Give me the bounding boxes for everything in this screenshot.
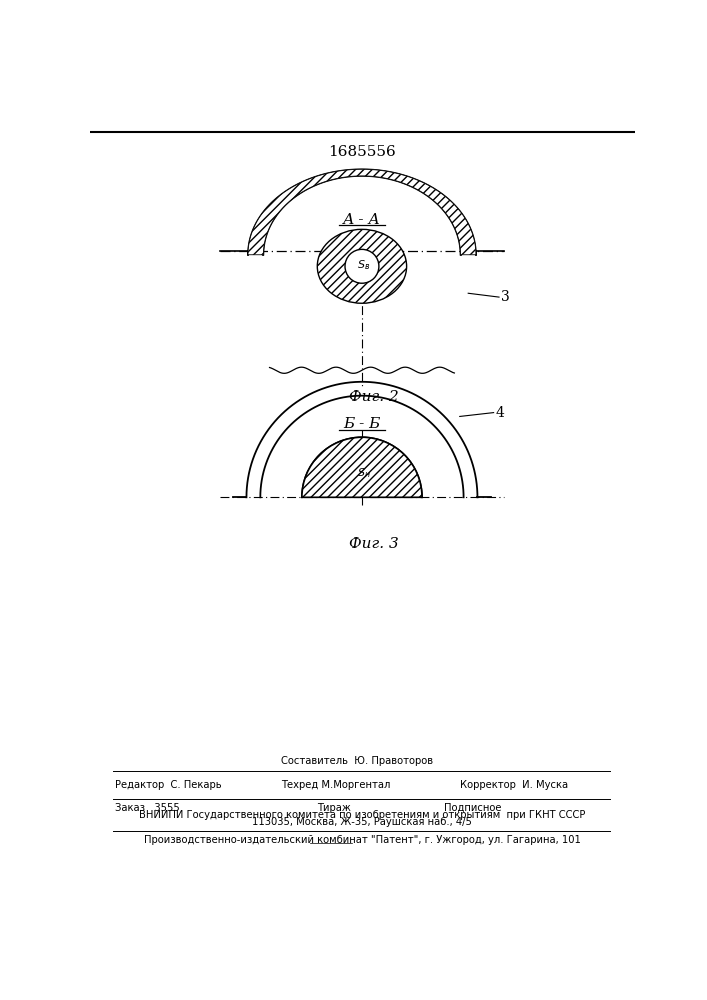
Text: Подписное: Подписное <box>444 803 502 813</box>
Text: Фиг. 2: Фиг. 2 <box>349 390 398 404</box>
Text: 3: 3 <box>501 290 509 304</box>
Text: Тираж: Тираж <box>317 803 351 813</box>
Text: Заказ   3555: Заказ 3555 <box>115 803 180 813</box>
Text: Корректор  И. Муска: Корректор И. Муска <box>460 780 568 790</box>
Text: $S_н$: $S_н$ <box>356 466 370 480</box>
Text: 113035, Москва, Ж-35, Раушская наб., 4/5: 113035, Москва, Ж-35, Раушская наб., 4/5 <box>252 817 472 827</box>
Text: 1685556: 1685556 <box>328 145 396 159</box>
Text: $S_в$: $S_в$ <box>357 258 370 272</box>
Wedge shape <box>302 437 422 497</box>
Text: 4: 4 <box>495 406 504 420</box>
Polygon shape <box>248 169 476 255</box>
Text: Техред М.Моргентал: Техред М.Моргентал <box>281 780 390 790</box>
Circle shape <box>345 249 379 283</box>
Text: Б - Б: Б - Б <box>344 417 380 431</box>
Text: Редактор  С. Пекарь: Редактор С. Пекарь <box>115 780 221 790</box>
Text: Производственно-издательский комбинат "Патент", г. Ужгород, ул. Гагарина, 101: Производственно-издательский комбинат "П… <box>144 835 580 845</box>
Text: Составитель  Ю. Правоторов: Составитель Ю. Правоторов <box>281 756 433 766</box>
Text: ВНИИПИ Государственного комитета по изобретениям и открытиям  при ГКНТ СССР: ВНИИПИ Государственного комитета по изоб… <box>139 810 585 820</box>
Text: Фиг. 3: Фиг. 3 <box>349 536 398 550</box>
Ellipse shape <box>317 229 407 303</box>
Text: А - А: А - А <box>343 213 381 227</box>
